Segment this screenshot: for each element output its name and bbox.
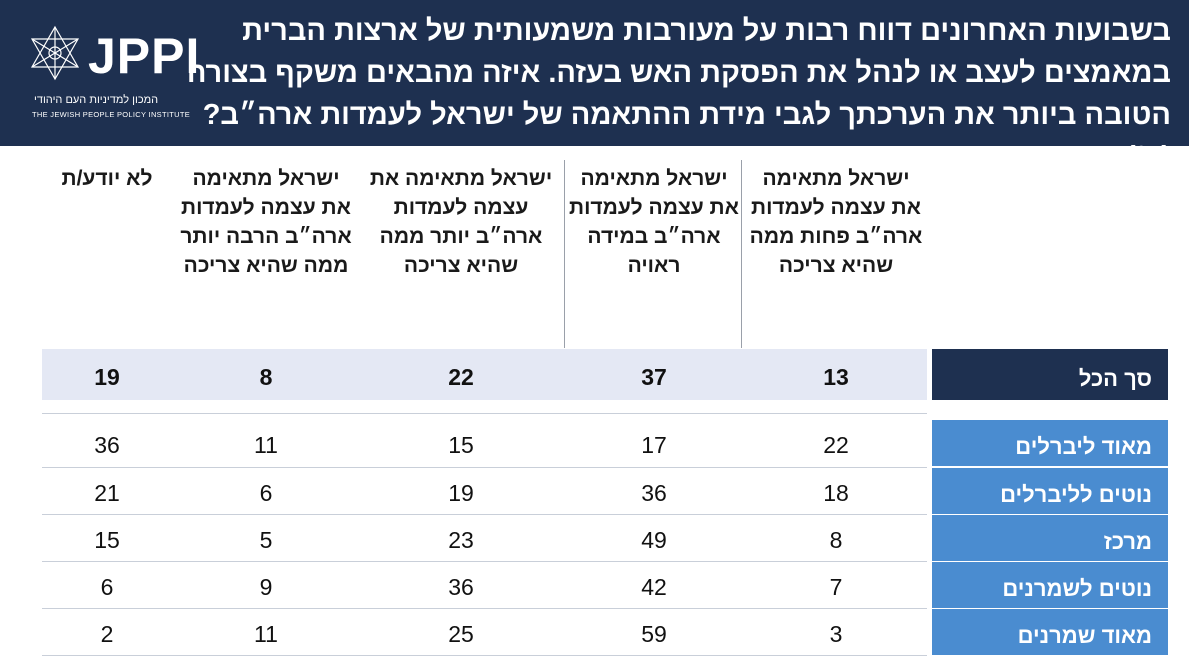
column-divider [564,160,565,348]
total-row-band [42,349,927,400]
total-value: 19 [94,364,120,390]
row-divider [42,655,927,656]
column-divider [741,160,742,348]
table-cell: 11 [254,621,278,647]
table-cell: 8 [829,527,843,553]
table-cell: 18 [823,480,849,506]
table-cell: 5 [259,527,273,553]
column-header-more-than-needed: ישראל מתאימה את עצמה לעמדות ארה״ב יותר מ… [369,167,553,277]
total-value: 37 [641,364,667,390]
table-cell: 6 [259,480,273,506]
table-cell: 19 [448,480,474,506]
table-cell: 36 [94,432,120,458]
logo-hebrew-name: המכון למדיניות העם היהודי [34,94,159,106]
total-value: 8 [259,364,273,390]
table-cell: 21 [94,480,120,506]
table-cell: 36 [641,480,667,506]
table-cell: 15 [94,527,120,553]
row-divider [42,467,927,468]
row-label-lean-conservative: נוטים לשמרנים [932,562,1168,608]
column-header-much-more-than-needed: ישראל מתאימה את עצמה לעמדות ארה״ב הרבה י… [180,167,352,277]
row-label-very-liberal: מאוד ליברלים [932,420,1168,466]
table-cell: 11 [254,432,278,458]
total-value: 13 [823,364,849,390]
column-header-dont-know: לא יודע/ת [61,167,153,190]
row-divider [42,608,927,609]
logo-wordmark: JPPI [88,28,201,84]
table-cell: 17 [641,432,667,458]
total-row-label: סך הכל [932,349,1168,400]
table-cell: 25 [448,621,474,647]
table-cell: 2 [100,621,114,647]
table-cell: 36 [448,574,474,600]
table-cell: 49 [641,527,667,553]
jppi-logo: JPPI המכון למדיניות העם היהודי THE JEWIS… [20,18,199,128]
column-header-less-than-needed: ישראל מתאימה את עצמה לעמדות ארה״ב פחות מ… [749,167,923,277]
row-divider [42,514,927,515]
table-cell: 15 [448,432,474,458]
table-cell: 42 [641,574,667,600]
row-divider [42,561,927,562]
survey-question: בשבועות האחרונים דווח רבות על מעורבות מש… [186,15,1171,173]
table-cell: 22 [823,432,849,458]
total-value: 22 [448,364,474,390]
table-cell: 23 [448,527,474,553]
table-cell: 6 [100,574,114,600]
row-label-lean-liberal: נוטים לליברלים [932,468,1168,514]
table-cell: 3 [829,621,843,647]
table-cell: 59 [641,621,667,647]
row-divider [42,413,927,414]
column-header-appropriate: ישראל מתאימה את עצמה לעמדות ארה״ב במידה … [569,167,739,277]
row-label-center: מרכז [932,515,1168,561]
row-label-very-conservative: מאוד שמרנים [932,609,1168,655]
logo-english-name: THE JEWISH PEOPLE POLICY INSTITUTE [32,110,191,119]
header-band: JPPI המכון למדיניות העם היהודי THE JEWIS… [0,0,1189,173]
table-cell: 7 [829,574,843,600]
star-of-david-icon [30,25,80,81]
table-cell: 9 [259,574,273,600]
